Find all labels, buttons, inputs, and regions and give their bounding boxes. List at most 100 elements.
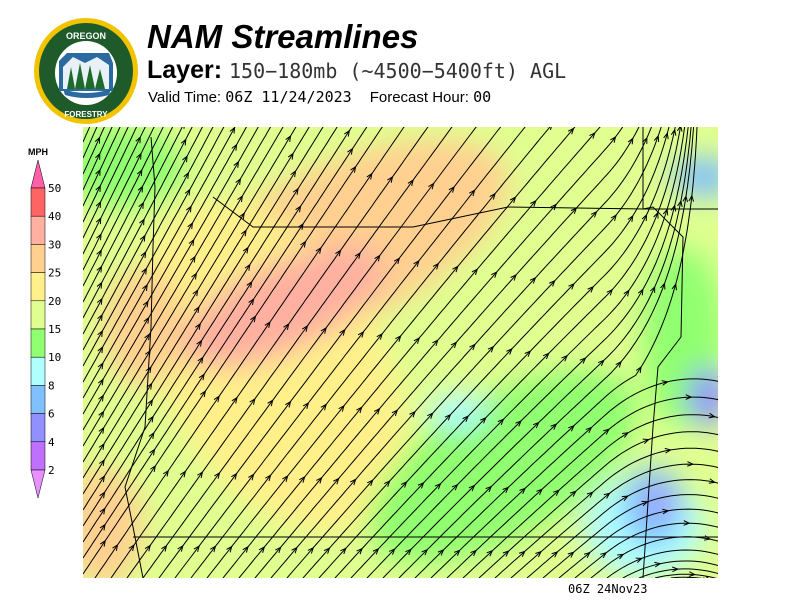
streamline-arrowhead (340, 547, 347, 555)
streamline-arrowhead (583, 551, 591, 559)
streamline-arrowhead (606, 288, 614, 296)
legend-swatch (30, 215, 46, 245)
streamline (494, 447, 718, 578)
streamline-arrowhead (98, 410, 105, 418)
streamline-arrowhead (654, 561, 662, 568)
streamline-arrowhead (597, 359, 605, 367)
streamline-arrowhead (391, 409, 399, 417)
streamline-arrowhead (193, 305, 200, 314)
streamline-arrowhead (622, 432, 630, 438)
streamline-arrowhead (320, 326, 327, 334)
streamline-arrowhead (137, 185, 144, 193)
streamline (526, 479, 718, 578)
streamline-arrowhead (610, 214, 617, 222)
legend-swatch (30, 385, 46, 414)
streamline (334, 127, 681, 578)
streamline (83, 127, 164, 287)
streamline-arrowhead (147, 398, 154, 407)
streamline-arrowhead (509, 196, 517, 204)
streamline-arrowhead (295, 205, 302, 213)
streamline-arrowhead (98, 458, 105, 467)
streamline-arrowhead (469, 343, 476, 351)
streamline-arrowhead (649, 285, 656, 293)
streamline-arrowhead (670, 204, 677, 212)
streamline-arrowhead (186, 205, 192, 213)
streamline-arrowhead (452, 265, 459, 273)
streamline-arrowhead (600, 552, 608, 559)
streamline-arrowhead (95, 217, 102, 225)
streamline-arrowhead (193, 545, 200, 553)
svg-text:OREGON: OREGON (66, 31, 106, 41)
streamline-arrowhead (147, 415, 154, 423)
streamline-arrowhead (627, 137, 634, 145)
legend-swatch (30, 244, 46, 273)
streamline-arrowhead (144, 544, 151, 552)
streamline (142, 127, 477, 578)
streamline-arrowhead (663, 131, 669, 140)
streamline (638, 568, 718, 578)
streamline-arrowhead (98, 394, 104, 402)
streamline-arrowhead (290, 170, 297, 178)
streamline (318, 127, 676, 578)
streamline-arrowhead (145, 366, 152, 374)
streamline-arrowhead (506, 347, 513, 355)
legend-swatch (30, 328, 46, 358)
streamline-arrowhead (214, 471, 221, 479)
streamline (83, 127, 284, 463)
streamline (542, 494, 718, 578)
streamline-arrowhead (567, 127, 575, 135)
streamline-arrowhead (603, 428, 611, 435)
streamline-arrowhead (553, 489, 560, 496)
streamline-arrowhead (141, 267, 148, 275)
layer-info: Layer: 150−180mb (~4500−5400ft) AGL (147, 56, 566, 85)
streamline-arrowhead (635, 557, 643, 563)
streamline (254, 127, 640, 578)
streamline (574, 522, 718, 578)
streamline-arrowhead (400, 481, 408, 488)
forecast-hour-value: 00 (473, 88, 492, 106)
streamline-arrowhead (285, 400, 292, 408)
streamline-arrowhead (196, 339, 203, 347)
streamline-arrowhead (258, 546, 266, 553)
streamline-arrowhead (448, 185, 455, 193)
streamline-arrowhead (671, 282, 678, 291)
streamline-arrowhead (653, 211, 659, 219)
streamline (622, 560, 718, 578)
streamline-arrowhead (469, 189, 476, 197)
streamline (83, 127, 353, 543)
streamline-arrowhead (532, 421, 540, 429)
streamline (446, 396, 718, 578)
streamline-arrowhead (590, 210, 598, 218)
streamline (83, 127, 214, 367)
streamline (83, 127, 236, 399)
streamline-arrowhead (428, 182, 435, 190)
valid-time-value: 06Z 11/24/2023 (225, 88, 352, 106)
streamline (83, 127, 155, 271)
streamline-arrowhead (283, 322, 290, 330)
streamline-arrowhead (184, 188, 191, 196)
streamline-arrowhead (197, 356, 204, 364)
streamline-arrowhead (568, 282, 575, 290)
streamline-arrowhead (434, 482, 442, 490)
streamline-arrowhead (95, 200, 102, 209)
layer-value: 150−180mb (~4500−5400ft) AGL (229, 59, 567, 83)
streamline-arrowhead (146, 382, 153, 390)
streamline-arrowhead (653, 134, 660, 143)
streamline-arrowhead (96, 265, 103, 273)
streamline (83, 127, 259, 431)
streamline-arrowhead (586, 491, 594, 498)
streamline-arrowhead (300, 240, 307, 248)
streamline-arrowhead (98, 426, 105, 434)
streamline-arrowhead (641, 213, 648, 221)
streamline (83, 127, 383, 575)
streamline-arrowhead (468, 484, 476, 492)
streamline (83, 127, 138, 239)
forecast-hour-label: Forecast Hour: (369, 89, 469, 106)
streamline-arrowhead (213, 395, 220, 403)
legend-tick-label: 40 (48, 210, 61, 223)
streamline-arrowhead (510, 273, 517, 281)
streamline-arrowhead (99, 475, 106, 483)
legend-swatch (30, 356, 46, 386)
streamline-arrowhead (339, 328, 346, 336)
streamline-arrowhead (250, 315, 257, 323)
